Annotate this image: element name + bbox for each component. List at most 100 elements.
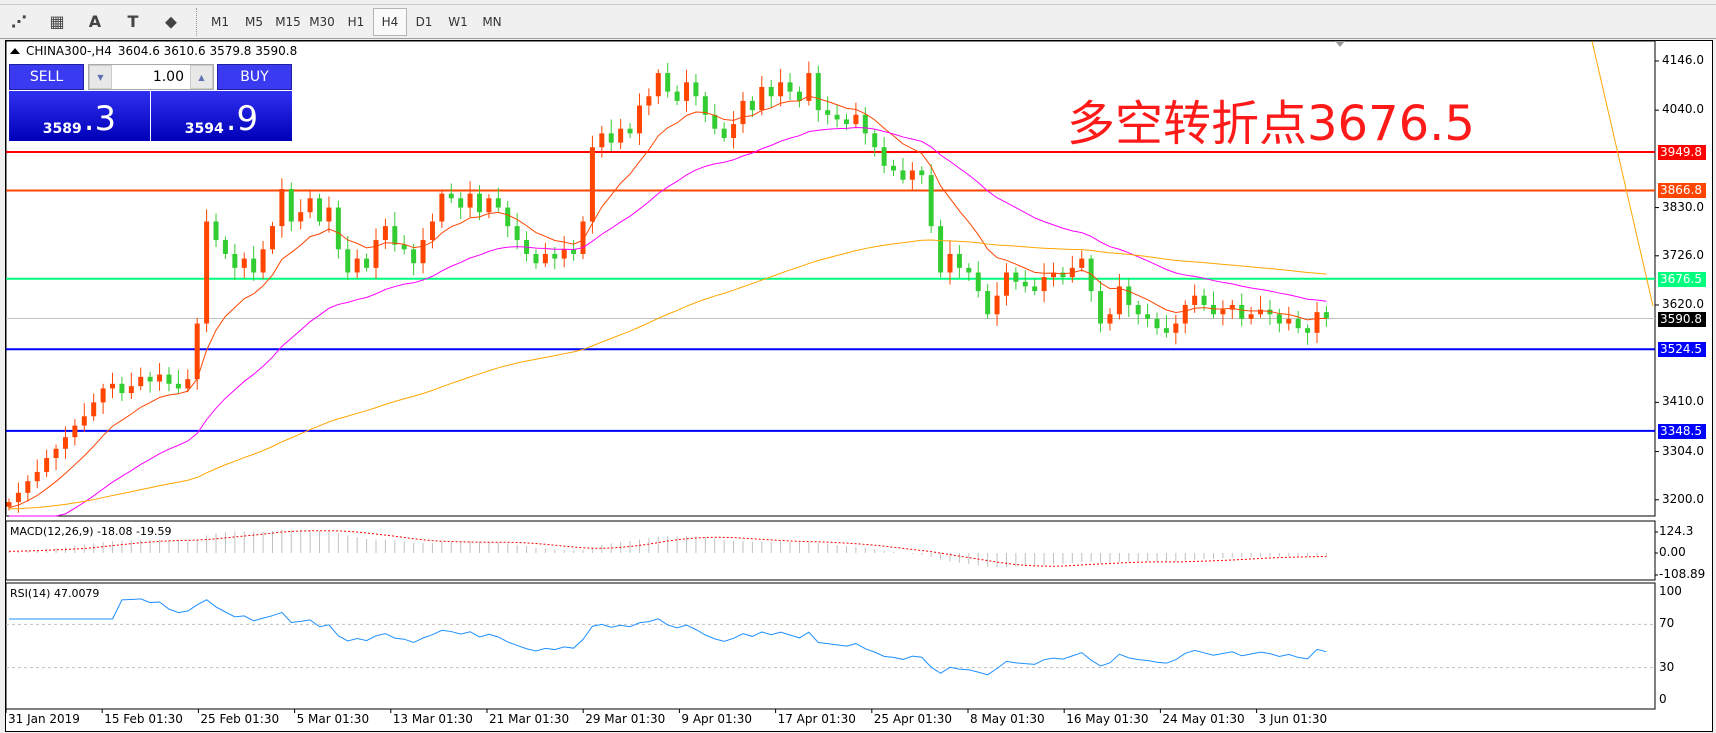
x-tick-label: 5 Mar 01:30 xyxy=(296,712,370,726)
timeframe-h1[interactable]: H1 xyxy=(347,14,365,29)
y-tick-label: 3726.0 xyxy=(1662,247,1704,262)
candle-body xyxy=(1239,304,1245,319)
candle-body xyxy=(204,221,210,324)
timeframe-m15[interactable]: M15 xyxy=(275,14,301,29)
chevron-up-icon: ▲ xyxy=(198,72,205,82)
candle-body xyxy=(853,114,859,125)
candle-body xyxy=(175,383,181,389)
y-tick-label: 3830.0 xyxy=(1662,199,1704,214)
timeframe-w1[interactable]: W1 xyxy=(448,14,468,29)
text-icon[interactable]: A xyxy=(88,12,102,31)
candle-body xyxy=(100,388,106,403)
timeframe-h4[interactable]: H4 xyxy=(373,7,407,36)
candle-body xyxy=(759,86,765,111)
candle-body xyxy=(1314,312,1320,333)
candle-body xyxy=(891,165,897,171)
candle-body xyxy=(872,133,878,148)
candle-body xyxy=(505,207,511,227)
y-tick-label: 3410.0 xyxy=(1662,394,1704,409)
candle-body xyxy=(514,226,520,241)
fibonacci-icon[interactable]: ▦ xyxy=(49,12,65,31)
pivot-annotation: 多空转折点3676.5 xyxy=(1067,96,1475,152)
triangle-up-icon[interactable] xyxy=(10,48,20,54)
candle-body xyxy=(1163,328,1169,333)
candle-body xyxy=(1088,258,1094,292)
x-tick-label: 24 May 01:30 xyxy=(1162,712,1245,726)
timeframe-mn[interactable]: MN xyxy=(482,14,502,29)
candle-body xyxy=(599,133,605,148)
candle-body xyxy=(919,170,925,176)
level-price-label: 3524.5 xyxy=(1658,342,1706,358)
macd-tick-label: 0.00 xyxy=(1659,545,1686,559)
candle-body xyxy=(938,226,944,273)
candle-body xyxy=(806,73,812,101)
candle-body xyxy=(1135,304,1141,315)
candle-body xyxy=(627,128,633,134)
decrease-lot-button[interactable]: ▼ xyxy=(89,65,112,89)
candle-body xyxy=(62,437,68,449)
candle-body xyxy=(881,147,887,166)
rsi-tick-label: 100 xyxy=(1659,584,1682,598)
x-tick-label: 31 Jan 2019 xyxy=(8,712,80,726)
lot-size-stepper[interactable]: ▼ 1.00 ▲ xyxy=(88,64,214,90)
candle-body xyxy=(1305,328,1311,333)
sell-price-fraction: .3 xyxy=(83,99,117,139)
arrows-icon[interactable]: ⬥ xyxy=(165,11,177,31)
macd-panel-frame xyxy=(5,520,1656,581)
text-label-icon[interactable]: T xyxy=(127,12,139,31)
timeframe-m5[interactable]: M5 xyxy=(245,14,263,29)
candle-body xyxy=(966,267,972,273)
toolbar-separator xyxy=(196,7,197,36)
candle-body xyxy=(825,110,831,115)
elliott-icon[interactable]: ⋰ xyxy=(11,12,27,31)
x-tick-label: 21 Mar 01:30 xyxy=(489,712,570,726)
candle-body xyxy=(15,492,21,503)
candle-body xyxy=(411,249,417,264)
candle-body xyxy=(1248,314,1254,319)
candle-body xyxy=(1107,314,1113,324)
candle-body xyxy=(778,82,784,97)
timeframe-m30[interactable]: M30 xyxy=(309,14,335,29)
toolbar: ⋰ ▦ A T ⬥ M1 M5 M15 M30 H1 H4 D1 W1 MN xyxy=(0,5,1716,39)
candle-body xyxy=(110,383,116,389)
candle-body xyxy=(947,253,953,273)
candle-body xyxy=(364,258,370,268)
candle-body xyxy=(834,114,840,120)
sell-price[interactable]: 3589 .3 xyxy=(9,91,150,141)
candle-body xyxy=(1258,309,1264,315)
x-tick-label: 9 Apr 01:30 xyxy=(681,712,752,726)
candle-body xyxy=(561,249,567,259)
x-tick-label: 3 Jun 01:30 xyxy=(1258,712,1328,726)
x-tick-label: 16 May 01:30 xyxy=(1066,712,1149,726)
rsi-panel-frame xyxy=(5,582,1656,710)
candle-body xyxy=(194,323,200,380)
candle-body xyxy=(1079,258,1085,268)
candle-body xyxy=(222,240,228,254)
timeframe-d1[interactable]: D1 xyxy=(415,14,433,29)
candle-body xyxy=(1051,272,1057,278)
candle-body xyxy=(740,100,746,125)
candle-body xyxy=(439,193,445,222)
lot-size-input[interactable]: 1.00 xyxy=(152,69,184,85)
candle-body xyxy=(467,193,473,208)
candle-body xyxy=(900,170,906,180)
x-tick-label: 8 May 01:30 xyxy=(970,712,1045,726)
candle-body xyxy=(72,425,78,438)
buy-price[interactable]: 3594 .9 xyxy=(151,91,292,141)
macd-signal-line xyxy=(8,530,1327,567)
candle-body xyxy=(956,253,962,268)
candle-body xyxy=(646,96,652,106)
candle-body xyxy=(674,91,680,101)
candle-body xyxy=(213,221,219,241)
moving-average-line xyxy=(8,239,1327,510)
sell-button[interactable]: SELL xyxy=(9,64,84,90)
level-price-label: 3866.8 xyxy=(1658,183,1706,199)
increase-lot-button[interactable]: ▲ xyxy=(190,65,213,89)
timeframe-m1[interactable]: M1 xyxy=(211,14,229,29)
trend-line xyxy=(1591,40,1654,307)
chart-window[interactable] xyxy=(5,40,1713,732)
buy-button[interactable]: BUY xyxy=(217,64,292,90)
candle-body xyxy=(862,114,868,134)
level-price-label: 3590.8 xyxy=(1658,311,1706,327)
